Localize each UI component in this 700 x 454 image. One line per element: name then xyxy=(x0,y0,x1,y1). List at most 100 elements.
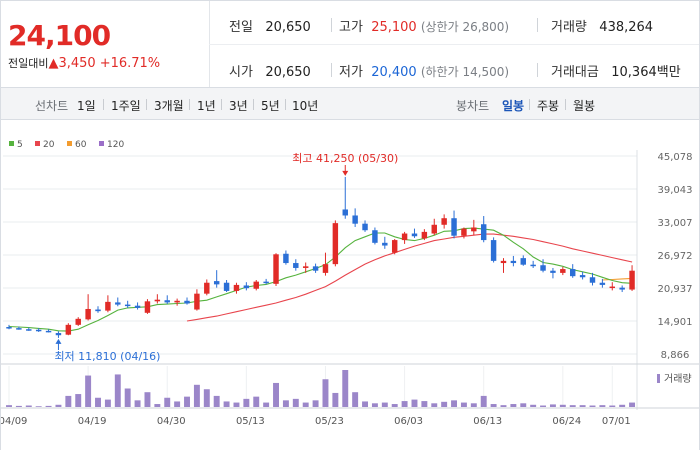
tab-candle-weekly[interactable]: 주봉 xyxy=(537,99,560,113)
amount-label: 거래대금 xyxy=(551,65,599,80)
volume-bar xyxy=(322,379,329,407)
volume-bar xyxy=(273,382,279,407)
volume-value: 438,264 xyxy=(599,20,654,35)
volume-bar xyxy=(6,405,12,407)
candle-body xyxy=(599,282,606,285)
ma60-line xyxy=(602,277,633,281)
volume-bar xyxy=(233,402,240,407)
legend-swatch-5 xyxy=(9,141,14,146)
candle-body xyxy=(520,258,526,265)
volume-bar xyxy=(114,374,121,407)
ma20-line xyxy=(186,233,633,322)
volume-bar xyxy=(490,404,497,407)
x-tick-label: 06/03 xyxy=(394,416,423,427)
candle-body xyxy=(174,300,180,303)
high-value: 25,100 xyxy=(371,20,417,35)
candle-body xyxy=(273,254,279,284)
candle-body xyxy=(421,231,428,239)
volume-bar xyxy=(263,402,270,407)
candle-body xyxy=(65,324,72,335)
volume-bar xyxy=(460,402,467,407)
candle-body xyxy=(164,300,170,303)
legend-label-20: 20 xyxy=(43,140,55,150)
candle-body xyxy=(16,328,22,330)
candle-body xyxy=(213,281,220,285)
volume-bar xyxy=(164,397,171,407)
candle-body xyxy=(263,281,269,284)
volume-bar xyxy=(154,404,161,407)
candle-body xyxy=(391,240,398,253)
candle-body xyxy=(204,282,210,294)
candle-body xyxy=(95,309,101,312)
price-box: 24,100 전일대비▲3,450 +16.71% xyxy=(1,1,210,87)
lower-limit: (하한가 14,500) xyxy=(420,65,510,79)
candle-body xyxy=(579,275,586,278)
volume-bar xyxy=(470,403,477,407)
legend-label-5: 5 xyxy=(17,140,23,150)
volume-bar xyxy=(559,404,566,407)
y-tick-label: 39,043 xyxy=(658,185,693,196)
open-price: 시가 20,650 xyxy=(229,61,311,80)
volume-bar xyxy=(569,405,576,407)
candle-body xyxy=(243,285,250,289)
volume-bar xyxy=(599,405,606,407)
volume-bar xyxy=(362,401,368,407)
tab-period-1y[interactable]: 1년 xyxy=(197,99,216,113)
ma5-line xyxy=(8,227,633,332)
price-change: 전일대비▲3,450 +16.71% xyxy=(8,55,160,71)
tab-period-3m[interactable]: 3개월 xyxy=(154,99,184,113)
x-tick-label: 06/24 xyxy=(552,416,581,427)
tab-candle-monthly[interactable]: 월봉 xyxy=(573,99,596,113)
candle-body xyxy=(461,228,467,236)
prev-close: 전일 20,650 xyxy=(229,16,311,35)
tab-period-10y[interactable]: 10년 xyxy=(292,99,319,113)
candle-body xyxy=(6,327,12,329)
chart-legend: 5 20 60 120 xyxy=(9,140,124,150)
volume-bar xyxy=(184,396,190,407)
volume-bar xyxy=(45,405,52,407)
candle-body xyxy=(302,266,309,268)
candle-body xyxy=(342,209,348,216)
y-tick-label: 45,078 xyxy=(658,152,693,163)
volume-bar xyxy=(144,392,151,407)
candle-body xyxy=(372,230,378,243)
volume-bar xyxy=(25,405,32,407)
volume-bar xyxy=(282,400,289,407)
amount-unit: 백만 xyxy=(656,65,681,80)
volume-bar xyxy=(480,395,487,407)
volume-bar xyxy=(619,404,626,407)
tab-period-5y[interactable]: 5년 xyxy=(261,99,280,113)
tab-period-1d[interactable]: 1일 xyxy=(77,99,96,113)
candle-body xyxy=(352,215,358,224)
candle-body xyxy=(490,240,497,261)
tab-period-1w[interactable]: 1주일 xyxy=(111,99,141,113)
volume-bar xyxy=(510,404,517,407)
volume-bar xyxy=(530,404,537,407)
volume-bar xyxy=(193,384,200,407)
legend-label-120: 120 xyxy=(107,140,124,150)
candle-body xyxy=(619,287,625,290)
candle-body xyxy=(332,223,339,265)
y-tick-label: 20,937 xyxy=(658,284,693,295)
annotations: 최고 41,250 (05/30) 최저 11,810 (04/16) xyxy=(54,152,398,363)
min-annotation: 최저 11,810 (04/16) xyxy=(54,350,160,363)
x-tick-label: 05/23 xyxy=(315,416,344,427)
tab-candle-daily[interactable]: 일봉 xyxy=(502,99,525,113)
volume-bar xyxy=(579,405,586,407)
candle-body xyxy=(223,282,230,291)
volume-bar xyxy=(451,400,458,407)
candle-body xyxy=(184,300,190,304)
prev-close-label: 전일 xyxy=(229,20,253,35)
candle-body xyxy=(134,305,141,308)
candle-body xyxy=(283,253,289,264)
candle-body xyxy=(75,318,81,325)
candle-body xyxy=(154,299,161,302)
tab-period-3y[interactable]: 3년 xyxy=(229,99,248,113)
candle-body xyxy=(105,301,111,311)
volume-bar xyxy=(540,405,547,407)
volume-label: 거래량 xyxy=(551,20,587,35)
upper-limit: (상한가 26,800) xyxy=(420,20,510,34)
candle-body xyxy=(382,242,388,246)
candle-body xyxy=(35,329,42,332)
trade-amount: 거래대금 10,364백만 xyxy=(551,61,681,80)
